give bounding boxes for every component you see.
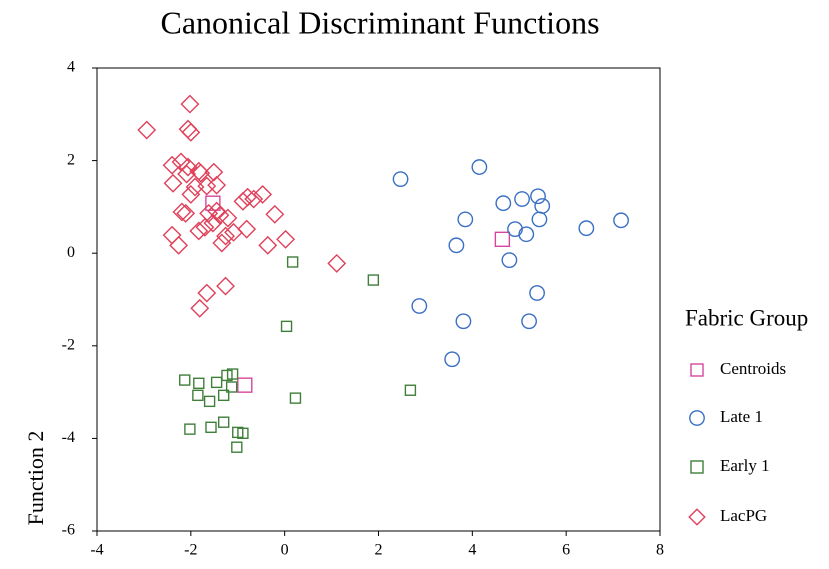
legend-marker: [690, 460, 704, 474]
y-tick-label: -6: [62, 522, 75, 539]
point: [178, 157, 198, 177]
point: [172, 202, 192, 222]
y-axis-label: Function 2: [23, 431, 48, 526]
point: [244, 189, 264, 209]
point: [507, 221, 523, 238]
point: [514, 191, 530, 207]
point: [203, 395, 216, 408]
point: [457, 211, 474, 228]
point: [518, 226, 535, 243]
y-tick-label: -4: [62, 429, 75, 446]
point: [177, 164, 197, 184]
point: [137, 120, 157, 140]
x-tick-label: 6: [562, 542, 570, 559]
point: [218, 208, 238, 228]
plot-frame: [96, 67, 661, 532]
point: [226, 368, 239, 380]
legend-marker: [689, 410, 705, 426]
point: [521, 313, 538, 330]
legend-label: LacPG: [720, 506, 767, 525]
point: [530, 188, 546, 205]
point: [289, 392, 302, 404]
point: [163, 173, 183, 193]
point: [180, 94, 200, 114]
point: [280, 320, 293, 333]
legend-marker: [690, 363, 704, 377]
point: [265, 204, 285, 224]
point: [231, 441, 243, 453]
point: [225, 381, 238, 393]
point: [327, 253, 347, 273]
point: [184, 423, 196, 435]
point: [367, 274, 380, 286]
legend-title: Fabric Group: [685, 305, 808, 330]
x-tick-label: -4: [90, 542, 103, 559]
point: [613, 212, 629, 229]
point: [286, 256, 299, 268]
point: [162, 225, 182, 245]
y-tick-label: -2: [62, 336, 75, 353]
point: [210, 376, 223, 389]
point: [237, 219, 257, 239]
point: [237, 377, 253, 393]
point: [471, 159, 488, 175]
point: [190, 298, 210, 318]
point: [176, 203, 196, 223]
point: [197, 176, 217, 196]
x-tick-label: 2: [375, 542, 383, 559]
x-tick-label: 4: [468, 542, 476, 559]
chart-title: Canonical Discriminant Functions: [160, 4, 599, 40]
point: [411, 298, 428, 314]
point: [204, 162, 224, 182]
point: [578, 220, 595, 237]
point: [216, 226, 235, 246]
point: [276, 229, 296, 249]
y-tick-label: 2: [67, 151, 75, 168]
x-tick-label: -2: [184, 542, 197, 559]
point: [529, 285, 545, 301]
point: [181, 122, 201, 142]
point: [233, 191, 253, 211]
point: [258, 235, 278, 255]
point: [534, 198, 551, 214]
point: [181, 184, 201, 204]
point: [237, 427, 249, 440]
point: [205, 195, 221, 211]
point: [392, 171, 409, 188]
point: [253, 184, 273, 204]
legend-label: Centroids: [720, 359, 786, 378]
point: [217, 416, 230, 428]
point: [205, 421, 217, 433]
point: [189, 221, 209, 241]
y-tick-label: 4: [67, 59, 75, 76]
point: [501, 252, 518, 269]
point: [178, 119, 198, 139]
point: [404, 384, 417, 396]
point: [162, 155, 182, 175]
point: [212, 233, 232, 253]
point: [193, 377, 205, 390]
y-tick-label: 0: [67, 244, 75, 261]
point: [455, 313, 472, 330]
point: [494, 231, 511, 248]
point: [448, 237, 465, 254]
legend-label: Late 1: [720, 407, 763, 426]
point: [169, 235, 189, 255]
x-tick-label: 8: [656, 542, 664, 559]
point: [217, 389, 230, 402]
legend-marker: [688, 508, 706, 526]
point: [495, 195, 512, 212]
point: [195, 217, 215, 237]
point: [444, 351, 461, 368]
point: [192, 389, 204, 402]
legend-label: Early 1: [720, 456, 770, 475]
point: [207, 175, 227, 195]
point: [179, 374, 191, 386]
x-tick-label: 0: [281, 542, 289, 559]
point: [203, 213, 223, 233]
point: [531, 211, 548, 228]
point: [197, 283, 217, 303]
point: [216, 276, 235, 296]
